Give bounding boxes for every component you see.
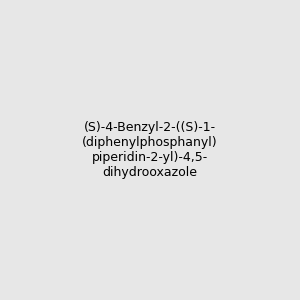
Text: (S)-4-Benzyl-2-((S)-1-
(diphenylphosphanyl)
piperidin-2-yl)-4,5-
dihydrooxazole: (S)-4-Benzyl-2-((S)-1- (diphenylphosphan… xyxy=(82,121,218,179)
